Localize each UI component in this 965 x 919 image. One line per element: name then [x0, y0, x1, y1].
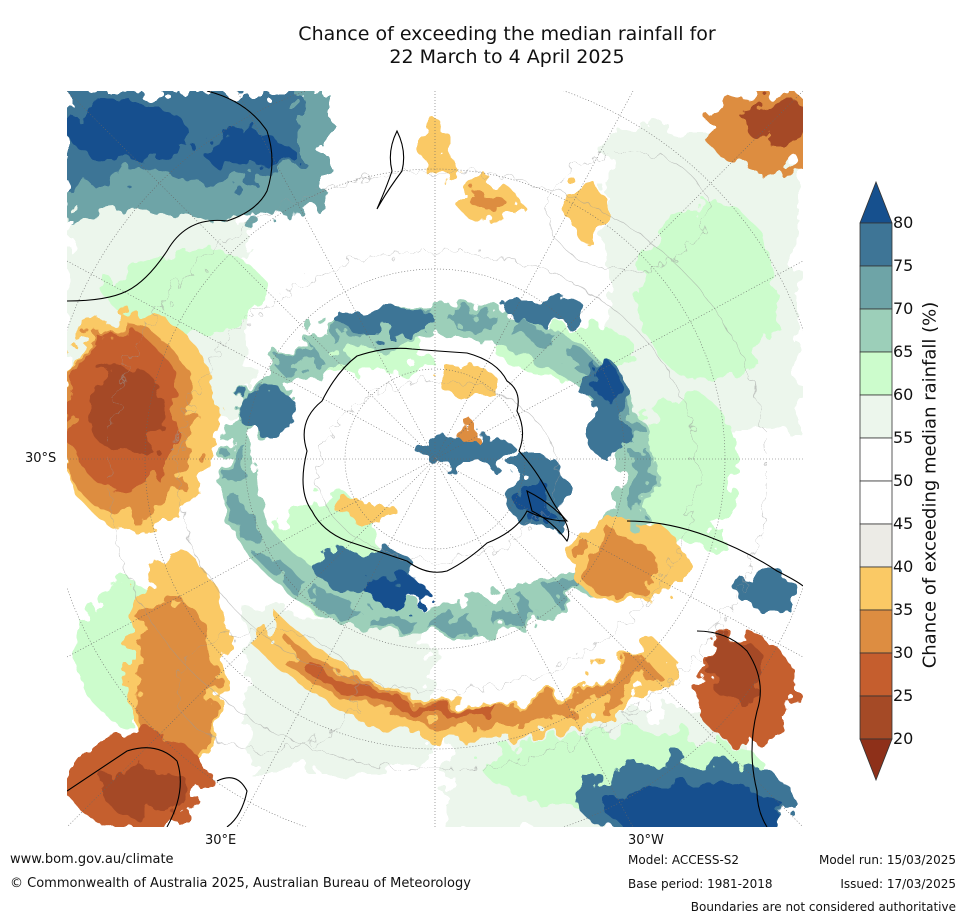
madagascar — [216, 777, 248, 827]
colorbar-band-30_35 — [859, 609, 893, 654]
map-title-line1: Chance of exceeding the median rainfall … — [298, 23, 716, 45]
colorbar-extend-above-80 — [859, 180, 893, 224]
footer-website[interactable]: www.bom.gov.au/climate — [10, 852, 174, 867]
colorbar-extend-below-20 — [859, 738, 893, 782]
latitude-label-30s: 30°S — [25, 451, 57, 466]
antarctic-peninsula — [526, 489, 570, 543]
colorbar — [859, 180, 893, 782]
map-title-line2: 22 March to 4 April 2025 — [389, 46, 625, 68]
rainfall-probability-field — [67, 91, 803, 827]
colorbar-band-35_40 — [859, 566, 893, 611]
graticule — [67, 91, 803, 827]
colorbar-band-60_65 — [859, 351, 893, 396]
colorbar-tick-70: 70 — [893, 299, 914, 318]
australia-coastline — [67, 91, 273, 302]
footer-copyright: © Commonwealth of Australia 2025, Austra… — [10, 876, 471, 891]
south-america-coastline — [626, 520, 803, 827]
antarctica-coastline — [302, 347, 569, 573]
colorbar-tick-25: 25 — [893, 686, 914, 705]
coastlines — [67, 91, 803, 827]
colorbar-band-45_50 — [859, 480, 893, 525]
africa-coastline — [67, 747, 181, 827]
longitude-label-30e: 30°E — [205, 833, 237, 848]
colorbar-band-40_45 — [859, 523, 893, 568]
colorbar-band-65_70 — [859, 308, 893, 353]
contour-texture — [106, 150, 768, 772]
colorbar-band-25_30 — [859, 652, 893, 697]
colorbar-tick-50: 50 — [893, 471, 914, 490]
colorbar-tick-35: 35 — [893, 600, 914, 619]
footer-model-run: Model run: 15/03/2025 — [818, 853, 956, 867]
colorbar-tick-80: 80 — [893, 213, 914, 232]
new-zealand — [376, 129, 405, 210]
colorbar-tick-55: 55 — [893, 428, 914, 447]
colorbar-band-70_75 — [859, 265, 893, 310]
colorbar-tick-60: 60 — [893, 385, 914, 404]
rainfall-map[interactable] — [67, 91, 803, 827]
longitude-label-30w: 30°W — [628, 833, 664, 848]
footer-model: Model: ACCESS-S2 — [628, 853, 740, 867]
footer-disclaimer: Boundaries are not considered authoritat… — [690, 900, 956, 914]
colorbar-tick-45: 45 — [893, 514, 914, 533]
colorbar-tick-75: 75 — [893, 256, 914, 275]
colorbar-band-75_80 — [859, 222, 893, 267]
colorbar-tick-30: 30 — [893, 643, 914, 662]
footer-base-period: Base period: 1981-2018 — [628, 877, 773, 891]
colorbar-tick-20: 20 — [893, 729, 914, 748]
colorbar-band-55_60 — [859, 394, 893, 439]
colorbar-band-20_25 — [859, 695, 893, 740]
colorbar-title: Chance of exceeding median rainfall (%) — [919, 301, 941, 669]
colorbar-tick-65: 65 — [893, 342, 914, 361]
footer-issued: Issued: 17/03/2025 — [840, 877, 956, 891]
colorbar-band-50_55 — [859, 437, 893, 482]
colorbar-tick-40: 40 — [893, 557, 914, 576]
